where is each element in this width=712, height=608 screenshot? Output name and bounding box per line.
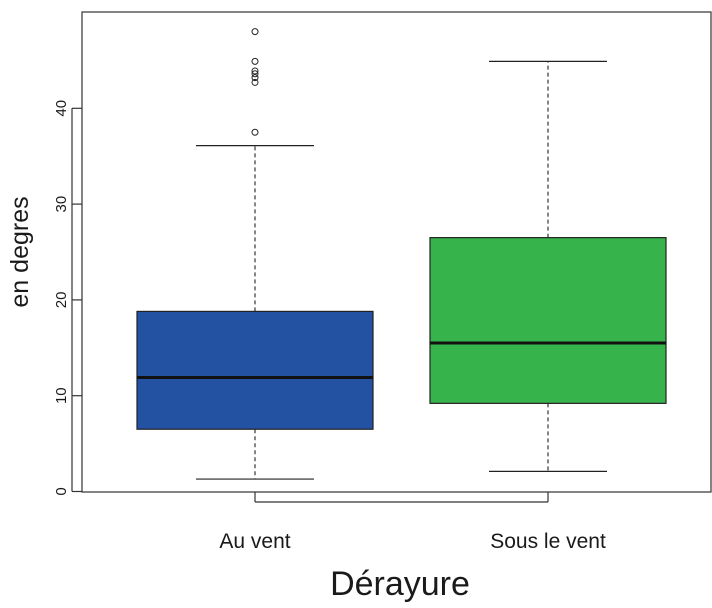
outlier-point — [251, 74, 259, 82]
y-axis-label: en degres — [6, 196, 34, 307]
y-tick-label: 20 — [53, 292, 70, 309]
box-group — [429, 60, 667, 472]
outlier-point — [251, 128, 259, 136]
x-axis: Au vent Sous le vent — [219, 492, 606, 553]
outlier-point — [251, 67, 259, 75]
boxes-layer — [136, 28, 667, 480]
y-tick-label: 30 — [53, 196, 70, 213]
y-tick-label: 0 — [53, 487, 70, 495]
box-iqr — [136, 310, 374, 430]
outlier-point — [251, 78, 259, 86]
plot-frame — [81, 11, 712, 493]
box-iqr — [429, 237, 667, 404]
box-group — [136, 28, 374, 480]
outlier-point — [251, 28, 259, 36]
x-axis-label: Dérayure — [330, 565, 470, 603]
y-axis: 0 10 20 30 40 — [53, 100, 82, 496]
y-tick-label: 10 — [53, 387, 70, 404]
outlier-point — [251, 57, 259, 65]
x-tick-label: Sous le vent — [490, 530, 606, 553]
y-tick-label: 40 — [53, 100, 70, 117]
outlier-point — [251, 70, 259, 78]
x-tick-label: Au vent — [219, 530, 290, 553]
